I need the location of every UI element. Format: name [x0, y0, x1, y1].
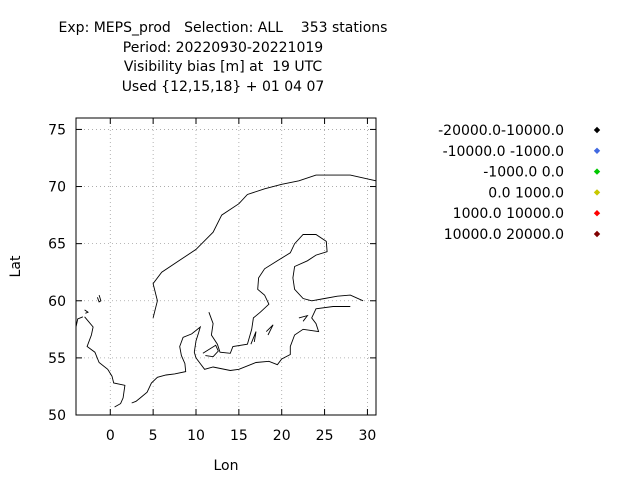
axis-ticks: 0 5 10 15 20 25 30 50 55 60 65 70 75: [48, 118, 376, 444]
legend-label: 10000.0 20000.0: [444, 227, 564, 243]
grid: [76, 118, 376, 416]
x-tick-label: 5: [149, 428, 158, 444]
legend-label: -1000.0 0.0: [483, 165, 564, 181]
y-tick-label: 75: [48, 122, 66, 138]
coastline-path: [202, 344, 219, 358]
legend-label: 0.0 1000.0: [488, 185, 564, 201]
plot-frame: [75, 117, 377, 416]
legend-marker: [593, 230, 601, 238]
coastline-path: [298, 314, 309, 322]
coastline-path: [75, 316, 84, 328]
title-line-1: Exp: MEPS_prod Selection: ALL 353 statio…: [58, 20, 388, 36]
y-tick-label: 65: [48, 237, 66, 253]
coastline-path: [84, 316, 126, 408]
title-line-2: Period: 20220930-20221019: [122, 39, 324, 56]
coastline-path: [96, 294, 102, 303]
legend-marker: [593, 210, 601, 217]
y-tick-label: 70: [48, 180, 66, 196]
legend-label: -20000.0-10000.0: [438, 123, 564, 139]
x-tick-label: 15: [230, 428, 248, 444]
coastline-path: [84, 309, 89, 314]
legend: -20000.0-10000.0 -10000.0 -1000.0 -1000.0 …: [438, 123, 601, 243]
chart-title: Exp: MEPS_prod Selection: ALL 353 statio…: [0, 19, 446, 97]
legend-label: -10000.0 -1000.0: [443, 144, 564, 160]
legend-marker: [593, 147, 601, 154]
y-tick-label: 55: [48, 351, 66, 367]
title-line-3: Visibility bias [m] at 19 UTC: [123, 59, 323, 75]
x-axis-label: Lon: [214, 458, 239, 474]
coastline-path: [250, 331, 257, 345]
legend-marker: [593, 126, 601, 134]
coastline-path: [131, 306, 351, 404]
y-axis-label: Lat: [8, 255, 24, 277]
y-tick-label: 50: [48, 408, 66, 424]
coastline-map: [75, 174, 377, 408]
x-tick-label: 20: [273, 428, 291, 444]
y-tick-label: 60: [48, 294, 66, 310]
station-points: [84, 0, 372, 410]
x-tick-label: 25: [316, 428, 334, 444]
legend-marker: [593, 189, 601, 196]
coastline-path: [208, 234, 364, 354]
title-line-4: Used {12,15,18} + 01 04 07: [121, 78, 325, 95]
legend-marker: [593, 168, 601, 175]
coastline-path: [152, 174, 377, 319]
x-tick-label: 10: [187, 428, 205, 444]
coastline-path: [265, 324, 274, 336]
legend-label: 1000.0 10000.0: [453, 206, 564, 222]
x-tick-label: 30: [359, 428, 377, 444]
x-tick-label: 0: [106, 428, 115, 444]
